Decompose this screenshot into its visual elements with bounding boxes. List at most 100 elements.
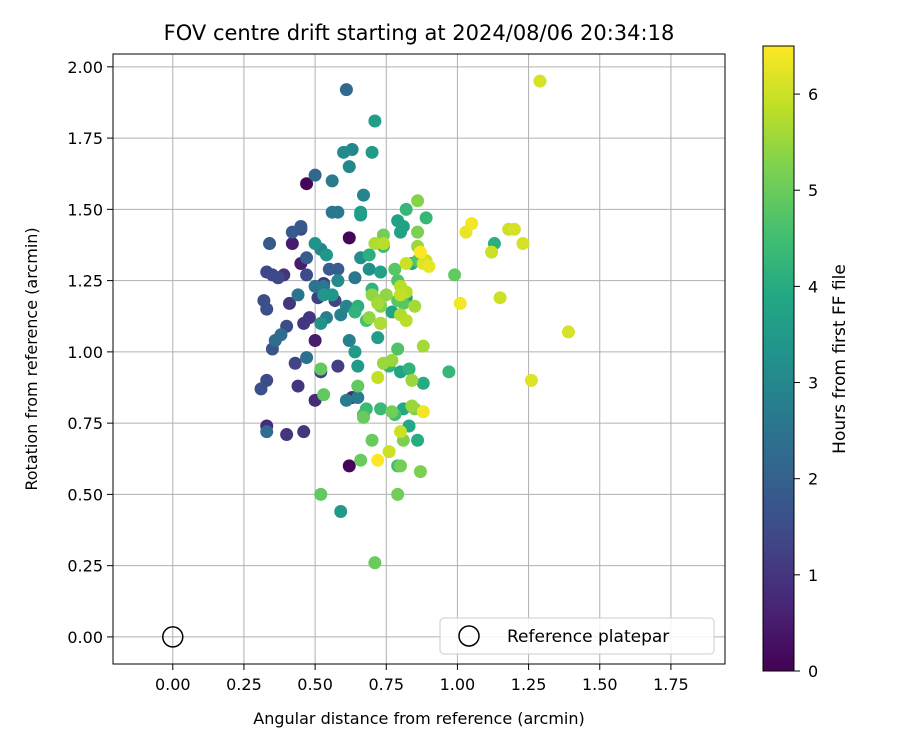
x-axis-ticks: 0.00 0.25 0.50 0.75 1.00 1.25 1.50 1.75 <box>155 664 689 694</box>
x-axis-label: Angular distance from reference (arcmin) <box>253 709 584 728</box>
x-tick-label: 1.50 <box>582 675 618 694</box>
data-point <box>325 174 339 188</box>
x-tick-label: 0.00 <box>155 675 191 694</box>
y-tick-label: 0.75 <box>67 414 103 433</box>
data-point <box>342 333 356 347</box>
colorbar-tick-label: 2 <box>808 470 818 489</box>
data-point <box>288 356 302 370</box>
data-point <box>411 433 425 447</box>
y-tick-label: 0.25 <box>67 557 103 576</box>
data-point <box>260 425 274 439</box>
data-point <box>342 459 356 473</box>
y-axis-label: Rotation from reference (arcmin) <box>22 227 41 490</box>
data-point <box>314 362 328 376</box>
data-point <box>300 251 314 265</box>
data-point <box>342 231 356 245</box>
data-point <box>354 208 368 222</box>
data-point <box>374 402 388 416</box>
data-point <box>399 314 413 328</box>
data-point <box>260 302 274 316</box>
data-point <box>416 376 430 390</box>
data-point <box>314 316 328 330</box>
data-point <box>371 331 385 345</box>
data-point <box>388 262 402 276</box>
legend: Reference platepar <box>439 617 715 655</box>
data-point <box>285 237 299 251</box>
data-point <box>325 288 339 302</box>
colorbar-tick-label: 5 <box>808 181 818 200</box>
data-point <box>300 268 314 282</box>
x-tick-label: 1.75 <box>653 675 689 694</box>
data-point <box>282 296 296 310</box>
data-point <box>391 342 405 356</box>
data-point <box>339 83 353 97</box>
data-point <box>442 365 456 379</box>
data-point <box>354 453 368 467</box>
data-point <box>260 265 274 279</box>
data-point <box>393 288 407 302</box>
data-point <box>300 351 314 365</box>
data-point <box>399 257 413 271</box>
colorbar-tick-label: 1 <box>808 566 818 585</box>
legend-marker-icon <box>458 625 480 647</box>
x-tick-label: 1.25 <box>511 675 547 694</box>
data-point <box>331 205 345 219</box>
colorbar-tick-label: 4 <box>808 277 818 296</box>
data-point <box>348 305 362 319</box>
y-tick-label: 1.50 <box>67 200 103 219</box>
data-point <box>356 410 370 424</box>
data-point <box>524 373 538 387</box>
colorbar-tick-label: 6 <box>808 85 818 104</box>
data-point <box>308 237 322 251</box>
data-point <box>339 393 353 407</box>
data-point <box>263 237 277 251</box>
data-point <box>453 296 467 310</box>
reference-platepar-marker <box>162 626 184 648</box>
data-point <box>561 325 575 339</box>
data-point <box>331 359 345 373</box>
data-point <box>331 262 345 276</box>
data-point <box>291 379 305 393</box>
data-point <box>337 145 351 159</box>
data-point <box>533 74 547 88</box>
data-point <box>422 259 436 273</box>
legend-label: Reference platepar <box>507 627 669 647</box>
data-point <box>399 202 413 216</box>
colorbar-ticks: 0 1 2 3 4 5 6 <box>794 85 818 681</box>
data-point <box>351 359 365 373</box>
data-point <box>411 194 425 208</box>
data-point <box>308 333 322 347</box>
data-point <box>402 362 416 376</box>
data-point <box>485 245 499 259</box>
y-tick-label: 0.00 <box>67 628 103 647</box>
data-point <box>382 445 396 459</box>
data-point <box>413 465 427 479</box>
data-point <box>302 311 316 325</box>
data-point <box>319 248 333 262</box>
data-point <box>362 311 376 325</box>
data-point <box>331 274 345 288</box>
data-point <box>396 219 410 233</box>
y-axis-ticks: 0.00 0.25 0.50 0.75 1.00 1.25 1.50 1.75 2.00 <box>67 58 113 647</box>
data-point <box>334 505 348 518</box>
data-point <box>371 453 385 467</box>
data-point <box>391 487 405 501</box>
data-point <box>362 248 376 262</box>
data-point <box>294 219 308 233</box>
data-point <box>297 425 311 439</box>
data-point <box>413 245 427 259</box>
data-point <box>368 114 382 128</box>
data-point <box>493 291 507 305</box>
data-point <box>507 222 521 236</box>
data-point <box>254 382 268 396</box>
plot-frame <box>112 53 726 665</box>
data-point <box>374 316 388 330</box>
y-tick-label: 1.00 <box>67 343 103 362</box>
x-tick-label: 0.25 <box>226 675 262 694</box>
y-tick-label: 1.25 <box>67 272 103 291</box>
data-point <box>393 459 407 473</box>
data-point <box>405 373 419 387</box>
data-point <box>411 225 425 239</box>
colorbar-tick-label: 0 <box>808 662 818 681</box>
y-tick-label: 0.50 <box>67 485 103 504</box>
